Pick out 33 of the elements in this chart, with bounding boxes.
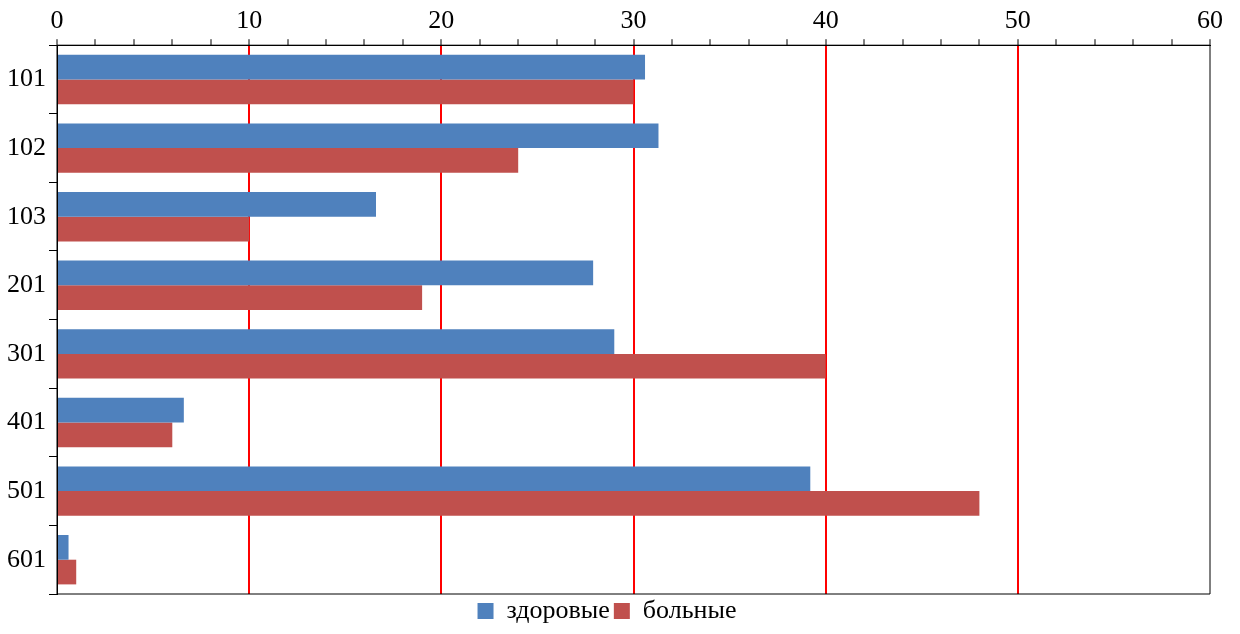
bar: [58, 54, 646, 80]
bar: [58, 397, 184, 423]
y-tick-label: 103: [7, 200, 46, 230]
bar: [58, 260, 594, 286]
bar: [58, 285, 423, 310]
y-tick-label: 201: [7, 269, 46, 299]
bar: [58, 329, 615, 354]
bar: [58, 148, 519, 173]
y-tick-label: 301: [7, 337, 46, 367]
bar: [58, 466, 811, 492]
bar: [58, 79, 634, 105]
x-tick-label: 40: [812, 5, 839, 35]
y-tick-label: 102: [7, 131, 46, 161]
bar: [58, 559, 77, 585]
x-tick-label: 0: [50, 5, 64, 35]
x-tick-label: 30: [620, 5, 647, 35]
y-tick-label: 101: [7, 63, 46, 93]
bar: [58, 491, 980, 516]
bar: [58, 216, 250, 242]
x-tick-label: 60: [1197, 5, 1223, 35]
bar: [58, 192, 376, 217]
bar: [58, 353, 826, 379]
legend-label: здоровые: [506, 594, 610, 624]
bar: [58, 422, 173, 448]
legend-label: больные: [642, 594, 737, 624]
bar: [58, 535, 69, 560]
y-tick-label: 601: [7, 543, 46, 573]
x-tick-label: 10: [236, 5, 263, 35]
bar: [58, 123, 659, 149]
x-tick-label: 50: [1004, 5, 1031, 35]
y-tick-label: 501: [7, 474, 46, 504]
y-tick-label: 401: [7, 406, 46, 436]
x-tick-label: 20: [428, 5, 455, 35]
